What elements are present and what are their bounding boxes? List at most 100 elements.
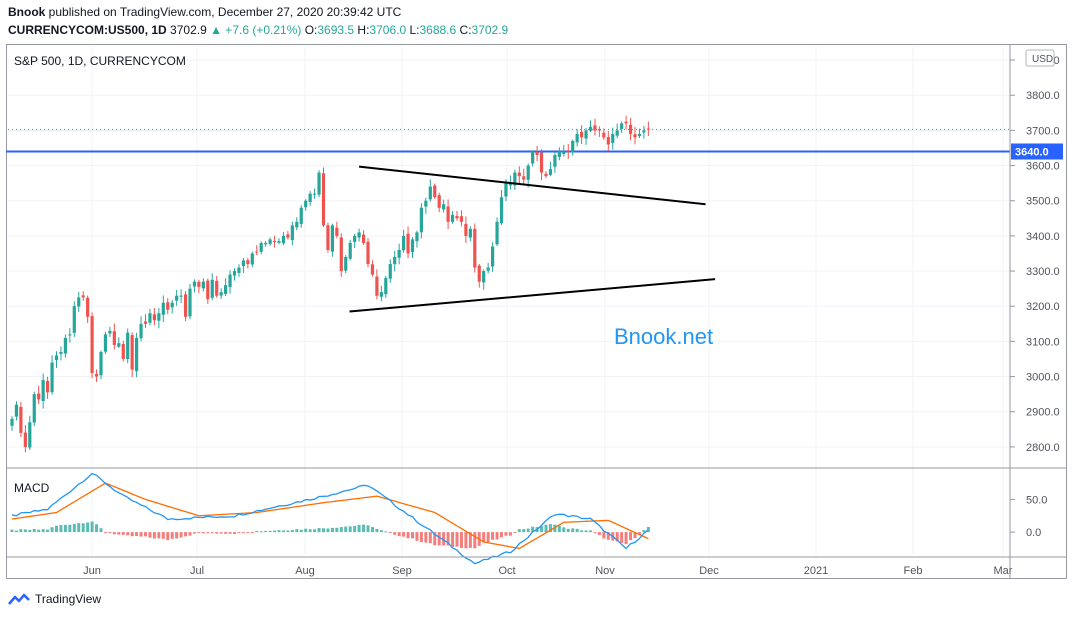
candle-body <box>86 297 90 317</box>
macd-histogram-bar <box>14 530 18 533</box>
candle <box>210 273 214 301</box>
candle-body <box>197 281 201 287</box>
candle <box>157 308 161 329</box>
macd-histogram-bar <box>175 532 179 539</box>
candle <box>117 337 121 349</box>
candle <box>224 278 228 297</box>
candle-body <box>272 241 277 243</box>
candle-body <box>588 126 593 131</box>
price-change: ▲ +7.6 (+0.21%) <box>210 23 302 37</box>
candle <box>571 139 575 156</box>
macd-histogram-bar <box>393 532 397 535</box>
candle <box>428 179 432 202</box>
macd-histogram-bar <box>495 532 499 540</box>
candle <box>135 332 139 378</box>
candle-body <box>19 406 23 433</box>
trendlines <box>349 165 716 313</box>
candle-body <box>562 151 566 154</box>
candle <box>121 340 125 362</box>
candle <box>41 373 45 409</box>
macd-histogram-bar <box>41 529 45 533</box>
candle <box>81 291 85 301</box>
macd-histogram-bar <box>286 530 290 533</box>
candle <box>633 126 637 145</box>
macd-histogram-bar <box>642 530 646 533</box>
candle <box>424 197 428 214</box>
candle-body <box>117 343 121 347</box>
low-label: L: <box>409 23 420 37</box>
candle <box>562 144 566 157</box>
candle-body <box>455 215 459 219</box>
macd-histogram-bar <box>442 532 446 546</box>
candle <box>277 238 281 245</box>
time-tick-label: Mar <box>994 565 1013 577</box>
macd-tick-label: 50.0 <box>1026 494 1047 506</box>
candle-body <box>264 242 268 245</box>
candle <box>517 166 521 184</box>
candle-body <box>442 204 446 210</box>
candle <box>580 125 584 144</box>
candle-body <box>557 151 561 157</box>
candle-body <box>28 422 32 448</box>
candle <box>442 199 446 213</box>
macd-histogram-bar <box>464 532 468 549</box>
candle-body <box>419 207 423 233</box>
candle-body <box>348 242 352 259</box>
macd-histogram-bar <box>81 523 85 533</box>
footer[interactable]: TradingView <box>8 592 101 606</box>
macd-histogram-bar <box>548 524 552 533</box>
candle-body <box>228 274 232 288</box>
macd-histogram-bar <box>201 532 205 534</box>
currency-box <box>1025 49 1055 67</box>
macd-histogram-bar <box>491 532 495 540</box>
candle-body <box>192 281 197 287</box>
macd-histogram-bar <box>197 532 201 534</box>
macd-histogram-bar <box>553 524 557 533</box>
symbol-name[interactable]: CURRENCYCOM:US500, 1D <box>8 23 167 37</box>
candle <box>246 257 250 269</box>
macd-histogram-bar <box>473 532 477 549</box>
trendline <box>358 165 706 206</box>
macd-histogram-bar <box>326 528 330 533</box>
author-name[interactable]: Bnook <box>8 5 46 19</box>
macd-histogram-bar <box>37 529 41 533</box>
macd-histogram-bar <box>108 532 112 534</box>
candle-body <box>366 241 370 265</box>
macd-histogram-bar <box>589 530 592 533</box>
candle-body <box>170 302 174 308</box>
candle-body <box>183 294 188 317</box>
candle <box>250 251 254 268</box>
candle <box>419 203 423 239</box>
macd-histogram-bar <box>19 529 23 533</box>
candle-body <box>108 330 112 334</box>
price-tick-label: 3300.0 <box>1026 266 1060 278</box>
time-tick-label: Jun <box>83 565 101 577</box>
macd-histogram-bar <box>602 532 606 539</box>
candle-body <box>580 131 584 138</box>
macd-histogram-bar <box>246 532 250 534</box>
candle <box>99 350 103 380</box>
candle-body <box>326 225 330 250</box>
macd-histogram-bar <box>281 530 285 533</box>
candle <box>379 285 383 302</box>
macd-histogram-bar <box>482 532 486 543</box>
candle <box>77 291 81 313</box>
macd-pane <box>10 472 650 565</box>
macd-histogram-bar <box>250 532 254 534</box>
candle-body <box>121 343 125 359</box>
grid-lines <box>8 46 1010 555</box>
macd-tick-label: 0.0 <box>1026 527 1041 539</box>
time-tick-label: Dec <box>699 565 719 577</box>
macd-histogram-bar <box>566 528 570 533</box>
macd-histogram-bar <box>557 525 561 533</box>
candle <box>553 151 557 173</box>
candle <box>272 235 277 248</box>
candle <box>446 199 450 230</box>
macd-histogram-bar <box>517 529 521 533</box>
candle <box>593 118 597 136</box>
candle <box>281 232 286 246</box>
macd-histogram-bar <box>339 527 343 533</box>
macd-histogram-bar <box>130 532 134 537</box>
candle-body <box>148 313 152 323</box>
